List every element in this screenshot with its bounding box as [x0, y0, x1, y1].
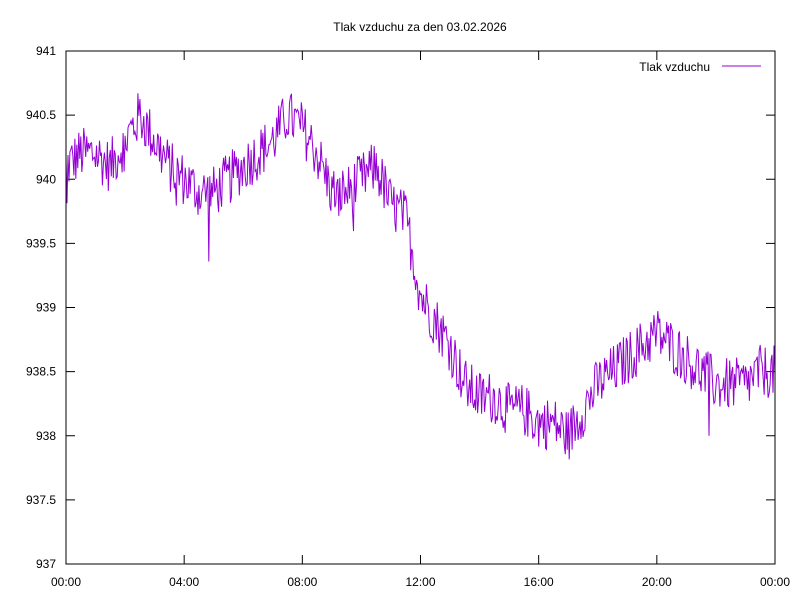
y-tick-label: 940 — [36, 172, 56, 186]
y-tick-label: 937 — [36, 557, 56, 571]
x-tick-label: 20:00 — [642, 575, 672, 589]
y-axis-ticks: 937 937.5 938 938.5 939 939.5 940 940.5 941 — [26, 44, 775, 571]
x-tick-label: 04:00 — [169, 575, 199, 589]
x-tick-label: 12:00 — [405, 575, 435, 589]
series-layer — [65, 93, 776, 460]
y-tick-label: 939 — [36, 301, 56, 315]
x-tick-label: 16:00 — [524, 575, 554, 589]
y-tick-label: 938.5 — [26, 365, 56, 379]
y-tick-label: 938 — [36, 429, 56, 443]
x-tick-label: 00:00 — [51, 575, 81, 589]
plot-frame — [65, 50, 776, 565]
x-tick-label: 08:00 — [287, 575, 317, 589]
x-axis-ticks: 00:00 04:00 08:00 12:00 16:00 20:00 00:00 — [51, 51, 790, 589]
y-tick-label: 940.5 — [26, 108, 56, 122]
chart-title: Tlak vzduchu za den 03.02.2026 — [333, 20, 507, 34]
x-tick-label: 00:00 — [760, 575, 790, 589]
legend-label: Tlak vzduchu — [639, 60, 710, 74]
y-tick-label: 941 — [36, 44, 56, 58]
legend: Tlak vzduchu — [639, 60, 761, 74]
y-tick-label: 939.5 — [26, 236, 56, 250]
y-tick-label: 937.5 — [26, 493, 56, 507]
series-line-tlak-vzduchu — [65, 93, 776, 460]
